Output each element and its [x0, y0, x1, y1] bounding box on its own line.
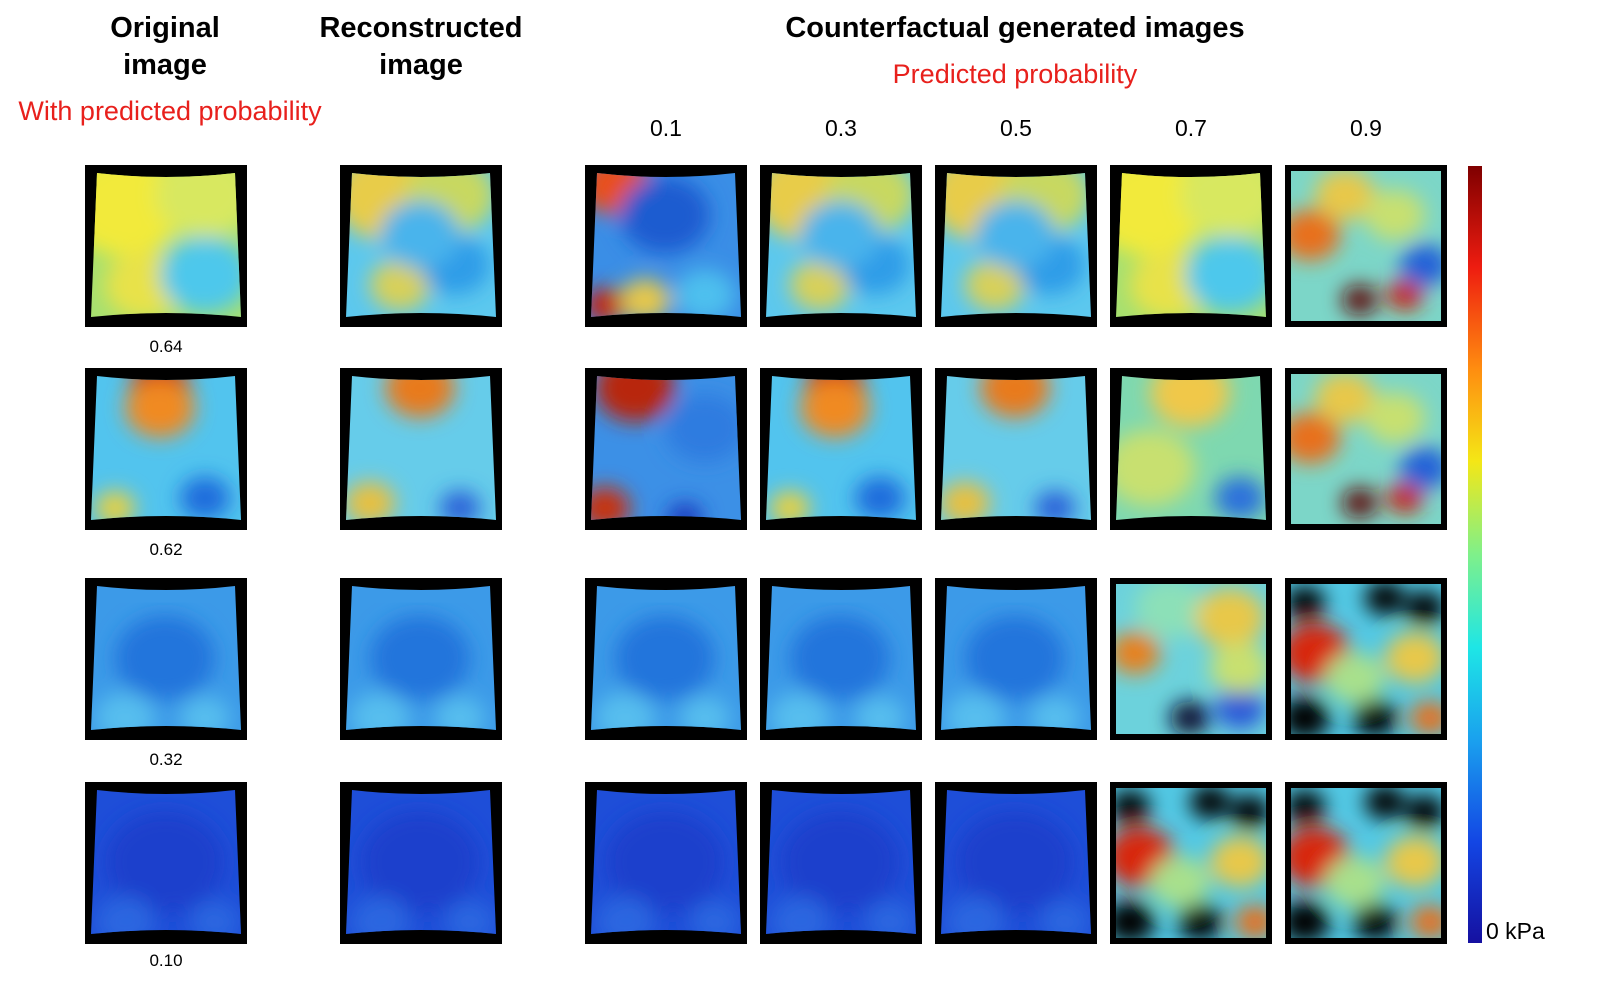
original-subtitle: With predicted probability [18, 96, 322, 126]
tile-row1-cf-0-9 [1285, 165, 1447, 327]
reconstructed-image-header: Reconstructed image [305, 10, 537, 84]
tile-row2-cf-0-7 [1110, 368, 1272, 530]
reconstructed-header-line2: image [379, 49, 463, 81]
tile-row2-original [85, 368, 247, 530]
tile-row4-cf-0-7 [1110, 782, 1272, 944]
colorbar-label: 0 kPa [1486, 918, 1545, 944]
tile-row4-cf-0-3 [760, 782, 922, 944]
tile-row1-cf-0-7 [1110, 165, 1272, 327]
tile-row2-cf-0-9 [1285, 368, 1447, 530]
tile-row2-cf-0-5 [935, 368, 1097, 530]
tile-row3-cf-0-1 [585, 578, 747, 740]
original-image-header: Original image [60, 10, 270, 84]
tile-row1-cf-0-1 [585, 165, 747, 327]
tile-row1-reconstructed [340, 165, 502, 327]
original-header-line2: image [123, 49, 207, 81]
cf-prob-label-5: 0.9 [1350, 115, 1382, 141]
tile-row3-cf-0-3 [760, 578, 922, 740]
original-prob-row4: 0.10 [149, 951, 183, 970]
tile-row3-original [85, 578, 247, 740]
original-prob-row2: 0.62 [149, 540, 183, 559]
tile-row2-cf-0-3 [760, 368, 922, 530]
tile-row1-cf-0-5 [935, 165, 1097, 327]
original-prob-row1: 0.64 [149, 337, 183, 356]
tile-row2-cf-0-1 [585, 368, 747, 530]
tile-row4-cf-0-1 [585, 782, 747, 944]
tile-row4-original [85, 782, 247, 944]
tile-row4-cf-0-5 [935, 782, 1097, 944]
colorbar [1468, 166, 1482, 943]
cf-prob-label-1: 0.1 [650, 115, 682, 141]
original-header-line1: Original [110, 12, 220, 44]
counterfactual-subtitle: Predicted probability [892, 59, 1138, 89]
tile-row4-cf-0-9 [1285, 782, 1447, 944]
original-prob-row3: 0.32 [149, 750, 183, 769]
cf-prob-label-4: 0.7 [1175, 115, 1207, 141]
tile-row1-original [85, 165, 247, 327]
tile-row3-cf-0-9 [1285, 578, 1447, 740]
counterfactual-header: Counterfactual generated images [785, 12, 1245, 44]
tile-row4-reconstructed [340, 782, 502, 944]
tile-row3-cf-0-7 [1110, 578, 1272, 740]
cf-prob-label-2: 0.3 [825, 115, 857, 141]
tile-row2-reconstructed [340, 368, 502, 530]
cf-prob-label-3: 0.5 [1000, 115, 1032, 141]
tile-row3-reconstructed [340, 578, 502, 740]
reconstructed-header-line1: Reconstructed [319, 12, 523, 44]
tile-row1-cf-0-3 [760, 165, 922, 327]
tile-row3-cf-0-5 [935, 578, 1097, 740]
